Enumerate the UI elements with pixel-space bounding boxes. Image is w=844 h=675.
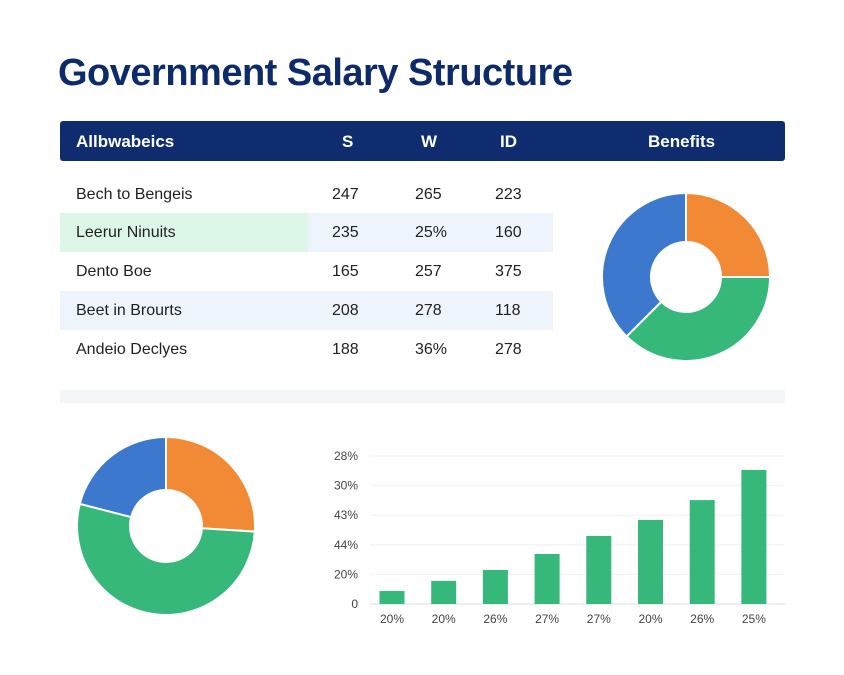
y-tick-label: 44% bbox=[334, 538, 358, 552]
y-tick-label: 20% bbox=[334, 567, 358, 581]
cell-value: 36% bbox=[415, 341, 448, 358]
bar bbox=[586, 535, 612, 604]
y-tick-label: 0 bbox=[351, 597, 358, 611]
cell-value: 160 bbox=[495, 224, 522, 241]
row-label: Andeio Declyes bbox=[76, 341, 188, 358]
cell-value: 235 bbox=[332, 224, 359, 241]
col-header-s: S bbox=[342, 132, 354, 151]
benefits-donut-slice bbox=[601, 191, 687, 338]
bar bbox=[379, 590, 405, 604]
x-tick-label: 26% bbox=[690, 612, 714, 626]
donut-slice bbox=[78, 435, 167, 519]
cell-value: 278 bbox=[495, 341, 522, 358]
table-header: Allbwabeics S W ID Benefits bbox=[60, 121, 785, 161]
y-tick-label: 43% bbox=[334, 508, 358, 522]
benefits-donut-slice bbox=[685, 191, 772, 278]
cell-value: 375 bbox=[495, 263, 522, 280]
bar bbox=[431, 580, 457, 604]
donut-slice bbox=[165, 435, 256, 533]
cell-value: 188 bbox=[332, 341, 359, 358]
bar bbox=[534, 553, 560, 604]
cell-value: 223 bbox=[495, 186, 522, 203]
cell-value: 278 bbox=[415, 302, 442, 319]
x-tick-label: 27% bbox=[535, 612, 559, 626]
x-tick-label: 25% bbox=[742, 612, 766, 626]
bar bbox=[689, 500, 715, 604]
donut-slice bbox=[76, 502, 256, 616]
y-tick-label: 30% bbox=[334, 479, 358, 493]
bar bbox=[638, 519, 663, 604]
x-tick-label: 26% bbox=[483, 612, 507, 626]
benefits-header: Benefits bbox=[648, 132, 716, 151]
cell-value: 265 bbox=[415, 186, 442, 203]
page-title: Government Salary Structure bbox=[58, 52, 573, 94]
x-tick-label: 20% bbox=[380, 612, 404, 626]
col-header-w: W bbox=[421, 132, 438, 151]
row-highlight bbox=[60, 213, 308, 252]
cell-value: 165 bbox=[332, 263, 359, 280]
cell-value: 25% bbox=[415, 224, 448, 241]
col-header-id: ID bbox=[500, 132, 517, 151]
bar bbox=[482, 569, 508, 604]
cell-value: 118 bbox=[495, 302, 521, 319]
row-label: Beet in Brourts bbox=[76, 302, 182, 319]
table-row: Leerur Ninuits 235 25% 160 bbox=[60, 213, 553, 252]
row-label: Dento Boe bbox=[76, 263, 152, 280]
cell-value: 208 bbox=[332, 302, 359, 319]
bar bbox=[741, 469, 767, 604]
x-tick-label: 20% bbox=[432, 612, 456, 626]
y-tick-label: 28% bbox=[334, 449, 358, 463]
x-tick-label: 27% bbox=[587, 612, 611, 626]
table-row: Dento Boe 165 257 375 bbox=[60, 252, 553, 291]
row-label: Leerur Ninuits bbox=[76, 224, 176, 241]
cell-value: 257 bbox=[415, 263, 442, 280]
cell-value: 247 bbox=[332, 186, 359, 203]
x-tick-label: 20% bbox=[638, 612, 662, 626]
col-header-name: Allbwabeics bbox=[76, 132, 175, 151]
row-label: Bech to Bengeis bbox=[76, 186, 193, 203]
table-row: Beet in Brourts 208 278 118 bbox=[60, 291, 553, 330]
table-row: Andeio Declyes 188 36% 278 bbox=[60, 330, 553, 369]
benefits-donut-slice bbox=[625, 276, 772, 362]
divider bbox=[60, 390, 785, 403]
table-row: Bech to Bengeis 247 265 223 bbox=[60, 175, 553, 214]
